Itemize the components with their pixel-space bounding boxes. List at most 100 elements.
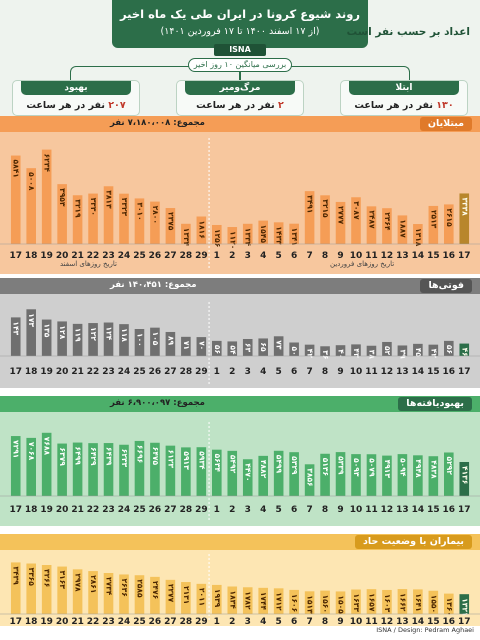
tick-label-5: 21: [71, 617, 84, 626]
bar-4: [57, 321, 67, 356]
data-label-13: ۵۹۳۴: [197, 451, 206, 470]
data-label-24: ۳۸: [367, 350, 376, 360]
bar-21: [320, 453, 330, 496]
bar-13: [196, 216, 207, 244]
data-label-30: ۴۱۳۶: [460, 466, 469, 484]
bar-13: [196, 447, 207, 496]
card-recovered-unit: نفر در هر ساعت: [26, 100, 105, 111]
tick-label-23: 10: [350, 251, 363, 261]
card-infected-head: ابتلا: [349, 81, 459, 95]
bar-8: [119, 574, 129, 614]
tick-label-2: 18: [25, 617, 38, 626]
tick-label-26: 13: [396, 367, 409, 377]
tick-label-14: 1: [214, 251, 220, 261]
tick-label-1: 17: [9, 251, 22, 261]
data-label-3: ۶۲۳۴: [43, 154, 52, 173]
card-recovered-head: بهبود: [21, 81, 131, 95]
bar-2: [26, 437, 36, 496]
data-label-14: ۵۶: [213, 345, 222, 354]
bar-3: [41, 319, 52, 356]
bar-22: [335, 345, 346, 356]
tick-label-8: 24: [118, 505, 131, 515]
tick-label-9: 25: [133, 617, 146, 626]
data-label-4: ۳۹۵۳: [58, 188, 67, 207]
bar-16: [242, 459, 253, 496]
tick-label-14: 1: [214, 505, 220, 515]
section-deaths-title: فوتی‌ها: [420, 279, 472, 293]
bar-6: [88, 323, 98, 356]
tick-label-1: 17: [9, 617, 22, 626]
chart-recovered: ۷۲۹۱17۷۰۶۸18۷۶۸۸19۶۳۷۹20۶۴۹۹21۶۴۲۹22۶۴۳۹…: [0, 412, 480, 526]
bar-7: [103, 443, 114, 496]
card-infected: ابتلا ۱۳۰ نفر در هر ساعت: [340, 80, 468, 116]
data-label-21: ۳۶: [321, 350, 330, 359]
data-label-7: ۳۸۱۳: [105, 190, 114, 209]
data-label-12: ۵۹۱۳: [182, 451, 191, 470]
tick-label-18: 5: [276, 367, 282, 377]
tick-label-19: 6: [291, 505, 297, 515]
bar-8: [119, 444, 129, 496]
tick-label-17: 4: [260, 367, 266, 377]
tick-label-24: 11: [365, 505, 378, 515]
tick-label-4: 20: [56, 505, 69, 515]
chart-deaths: ۱۴۳17۱۷۳18۱۳۵19۱۲۸20۱۱۹21۱۲۲22۱۲۴23۱۱۸24…: [0, 294, 480, 388]
bar-6: [88, 571, 98, 614]
tick-label-28: 15: [427, 367, 440, 377]
tick-label-30: 17: [458, 251, 471, 261]
tick-label-25: 12: [381, 505, 394, 515]
tick-label-28: 15: [427, 505, 440, 515]
data-label-2: ۱۷۳: [27, 313, 36, 327]
tick-label-29: 16: [443, 251, 456, 261]
bar-21: [320, 346, 330, 356]
bar-29: [444, 452, 454, 496]
data-label-1: ۷۲۹۱: [12, 440, 21, 458]
data-label-14: ۱۲۵۶: [213, 229, 222, 247]
data-label-17: ۴۸۸۲: [259, 460, 268, 479]
data-label-20: ۱۵۱۳: [306, 595, 315, 614]
section-critical-title: بیماران با وضعیت حاد: [355, 535, 472, 549]
tick-label-20: 7: [306, 251, 312, 261]
bar-16: [242, 587, 253, 614]
data-label-13: ۷۰: [197, 341, 206, 350]
card-deaths-number: ۲: [278, 100, 284, 111]
tick-label-4: 20: [56, 617, 69, 626]
data-label-18: ۷۳: [275, 340, 284, 350]
data-label-3: ۷۶۸۸: [43, 437, 52, 456]
data-label-16: ۶۳: [244, 343, 253, 353]
bar-24: [366, 206, 377, 244]
data-label-4: ۱۲۸: [58, 325, 67, 339]
data-label-8: ۲۶۳۶: [120, 578, 129, 596]
bar-27: [413, 224, 423, 244]
card-recovered: بهبود ۲۰۷ نفر در هر ساعت: [12, 80, 140, 116]
data-label-12: ۱۳۳۴: [182, 228, 191, 247]
bar-30: [459, 343, 470, 356]
tick-label-22: 9: [337, 617, 343, 626]
tick-label-3: 19: [40, 617, 53, 626]
tick-label-21: 8: [322, 505, 328, 515]
tick-label-29: 16: [443, 367, 456, 377]
tick-label-24: 11: [365, 367, 378, 377]
data-label-20: ۴۲: [306, 349, 315, 359]
section-critical: بیماران با وضعیت حاد ۳۴۳۹ 17 ۳۳۶۵ 18 ۳۲۶۶ 19 ۳…: [0, 534, 480, 626]
data-label-9: ۶۶۹۶: [135, 445, 144, 463]
tick-label-12: 28: [180, 251, 193, 261]
bar-20: [304, 464, 315, 496]
bar-2: [26, 168, 36, 244]
average-label: بررسی میانگین ۱۰ روز اخیر: [188, 58, 292, 72]
tick-label-11: 27: [164, 617, 177, 626]
tick-label-7: 23: [102, 505, 115, 515]
bar-11: [165, 445, 176, 496]
bar-28: [428, 205, 439, 244]
tick-label-26: 13: [396, 617, 409, 626]
data-label-22: ۵۳۳۹: [337, 456, 346, 475]
bar-4: [57, 566, 67, 614]
tick-label-15: 2: [229, 367, 235, 377]
card-deaths-value: ۲ نفر در هر ساعت: [177, 100, 303, 111]
data-label-12: ۷۱: [182, 341, 191, 350]
data-label-15: ۵۴۹۲: [228, 455, 237, 474]
bar-9: [134, 198, 145, 244]
bar-5: [72, 195, 83, 244]
data-label-7: ۱۲۴: [105, 327, 114, 341]
tick-label-13: 29: [195, 617, 208, 626]
data-label-15: ۱۸۳۴: [228, 590, 237, 609]
